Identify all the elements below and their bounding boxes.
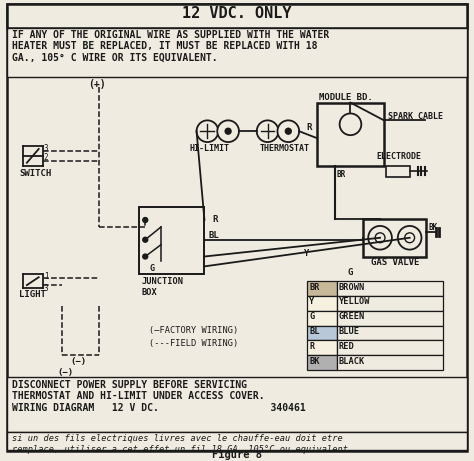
Circle shape <box>197 120 218 142</box>
Text: (---FIELD WIRING): (---FIELD WIRING) <box>149 339 238 349</box>
Text: Y: Y <box>303 248 309 258</box>
Text: YELLOW: YELLOW <box>338 297 370 307</box>
Circle shape <box>398 226 421 249</box>
Bar <box>386 166 410 177</box>
Text: Figure 8: Figure 8 <box>212 450 262 460</box>
Text: 3: 3 <box>44 284 48 293</box>
Text: DISCONNECT POWER SUPPLY BEFORE SERVICING
THERMOSTAT AND HI-LIMIT UNDER ACCESS CO: DISCONNECT POWER SUPPLY BEFORE SERVICING… <box>12 380 306 413</box>
Circle shape <box>225 128 231 134</box>
Text: 12 VDC. ONLY: 12 VDC. ONLY <box>182 6 292 21</box>
Bar <box>307 325 337 340</box>
Text: (+): (+) <box>88 79 106 89</box>
Text: LIGHT: LIGHT <box>19 290 46 299</box>
Text: BK: BK <box>309 357 319 366</box>
Bar <box>337 296 443 311</box>
Circle shape <box>143 237 148 242</box>
Text: HI-LIMIT: HI-LIMIT <box>190 144 229 153</box>
Bar <box>139 207 204 274</box>
Bar <box>337 311 443 325</box>
Text: R: R <box>309 342 314 351</box>
Text: G: G <box>309 312 314 321</box>
Bar <box>307 311 337 325</box>
Text: BK: BK <box>428 223 438 232</box>
Circle shape <box>143 254 148 259</box>
Circle shape <box>339 113 361 135</box>
Text: RED: RED <box>338 342 355 351</box>
Bar <box>363 219 427 256</box>
Bar <box>7 4 467 28</box>
Bar <box>307 281 337 296</box>
Text: R: R <box>212 215 218 224</box>
Text: si un des fils electriques livres avec le chauffe-eau doit etre
remplace, utilis: si un des fils electriques livres avec l… <box>12 434 353 454</box>
Text: SWITCH: SWITCH <box>19 169 51 177</box>
Circle shape <box>277 120 299 142</box>
Text: GREEN: GREEN <box>338 312 365 321</box>
Bar <box>7 432 467 450</box>
Circle shape <box>375 233 385 242</box>
Circle shape <box>257 120 278 142</box>
Bar <box>307 296 337 311</box>
Text: G: G <box>347 268 353 278</box>
Bar <box>7 28 467 77</box>
Text: BLACK: BLACK <box>338 357 365 366</box>
Bar <box>7 377 467 432</box>
Text: 1: 1 <box>44 272 48 281</box>
Bar <box>317 103 384 166</box>
Text: SPARK CABLE: SPARK CABLE <box>388 112 443 121</box>
Text: MODULE BD.: MODULE BD. <box>319 93 373 102</box>
Text: BL: BL <box>309 327 319 336</box>
Text: BR: BR <box>309 283 319 292</box>
Circle shape <box>217 120 239 142</box>
Text: BROWN: BROWN <box>338 283 365 292</box>
Text: R: R <box>306 124 311 132</box>
Circle shape <box>405 233 415 242</box>
Text: JUNCTION
BOX: JUNCTION BOX <box>141 277 183 296</box>
Bar <box>337 355 443 370</box>
Text: 3: 3 <box>44 144 48 153</box>
Text: Y: Y <box>309 297 314 307</box>
Text: G: G <box>149 265 154 273</box>
Text: BR: BR <box>337 170 346 179</box>
Text: (−): (−) <box>70 357 86 366</box>
Text: (−): (−) <box>57 368 73 377</box>
Bar <box>337 325 443 340</box>
Circle shape <box>368 226 392 249</box>
Text: BL: BL <box>209 231 219 240</box>
Bar <box>337 340 443 355</box>
Circle shape <box>285 128 291 134</box>
Bar <box>307 340 337 355</box>
Circle shape <box>143 218 148 223</box>
Text: GAS VALVE: GAS VALVE <box>371 259 419 267</box>
Bar <box>337 281 443 296</box>
Text: IF ANY OF THE ORIGINAL WIRE AS SUPPLIED WITH THE WATER
HEATER MUST BE REPLACED, : IF ANY OF THE ORIGINAL WIRE AS SUPPLIED … <box>12 30 329 63</box>
Bar <box>307 355 337 370</box>
Text: (—FACTORY WIRING): (—FACTORY WIRING) <box>149 325 238 335</box>
Text: BLUE: BLUE <box>338 327 360 336</box>
Text: ELECTRODE: ELECTRODE <box>376 152 421 161</box>
Text: 2: 2 <box>44 153 48 162</box>
Text: THERMOSTAT: THERMOSTAT <box>260 144 310 153</box>
